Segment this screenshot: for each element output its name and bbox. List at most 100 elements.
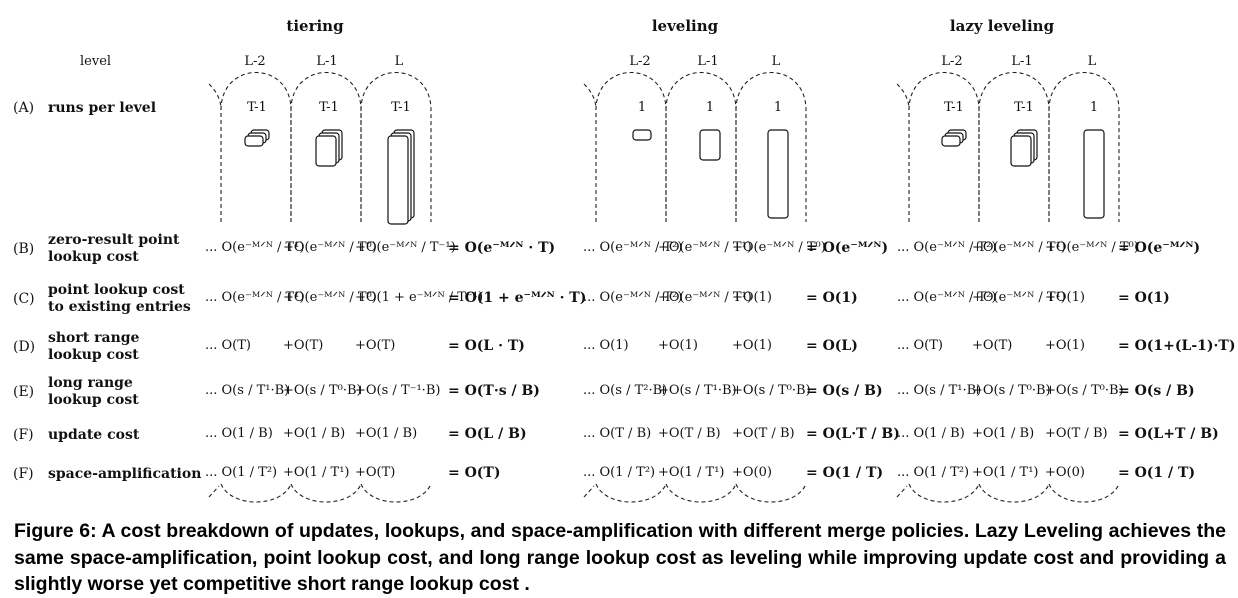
run-rectangle bbox=[1083, 129, 1105, 219]
row-label: space-amplification bbox=[48, 466, 202, 482]
cost-term: +O(e⁻ᴹᐟᴺ / T¹) bbox=[658, 290, 752, 305]
row-label: short range lookup cost bbox=[48, 330, 140, 363]
cost-term: ... O(1) bbox=[583, 338, 629, 353]
level-arch bbox=[735, 71, 807, 222]
level-label: L bbox=[771, 54, 781, 69]
runs-per-level-label: 1 bbox=[705, 100, 715, 115]
cost-term: +O(1) bbox=[1045, 290, 1085, 305]
row-code: (E) bbox=[13, 384, 35, 400]
level-label: L-2 bbox=[629, 54, 651, 69]
cost-term: +O(s / T¹·B) bbox=[658, 383, 737, 398]
row-label: long range lookup cost bbox=[48, 375, 139, 408]
cost-term: ... O(T / B) bbox=[583, 426, 652, 441]
cost-term: +O(1) bbox=[1045, 338, 1085, 353]
cost-term: ... O(e⁻ᴹᐟᴺ / T¹) bbox=[205, 240, 305, 255]
cost-term: +O(T) bbox=[972, 338, 1013, 353]
runs-per-level-label: 1 bbox=[1089, 100, 1099, 115]
bottom-arch bbox=[908, 483, 980, 503]
run-rectangle bbox=[315, 135, 337, 167]
run-rectangle bbox=[767, 129, 789, 219]
cost-total: = O(e⁻ᴹᐟᴺ) bbox=[1118, 240, 1201, 256]
cost-term: +O(e⁻ᴹᐟᴺ / T⁰) bbox=[732, 240, 826, 255]
row-label: runs per level bbox=[48, 100, 157, 116]
cost-term: +O(e⁻ᴹᐟᴺ / T⁻¹) bbox=[355, 240, 456, 255]
cost-total: = O(T) bbox=[448, 465, 501, 481]
cost-term: ... O(s / T²·B) bbox=[583, 383, 668, 398]
cost-term: ... O(s / T¹·B) bbox=[205, 383, 290, 398]
cost-term: ... O(T) bbox=[897, 338, 944, 353]
level-label: L-2 bbox=[244, 54, 266, 69]
cost-term: +O(T) bbox=[355, 338, 396, 353]
cost-breakdown-figure: tiering leveling lazy leveling level L-2 L-1 L… bbox=[13, 17, 1235, 503]
bottom-arch bbox=[735, 483, 807, 503]
cost-term: ... O(1 / T²) bbox=[897, 465, 970, 480]
cost-term: +O(T / B) bbox=[732, 426, 795, 441]
cost-total: = O(e⁻ᴹᐟᴺ · T) bbox=[448, 240, 556, 256]
cost-total: = O(L / B) bbox=[448, 426, 527, 442]
cost-term: +O(e⁻ᴹᐟᴺ / T¹) bbox=[972, 290, 1066, 305]
level-arch bbox=[208, 83, 222, 111]
run-rectangle bbox=[699, 129, 721, 161]
cost-term: +O(1 / B) bbox=[972, 426, 1035, 441]
cost-term: ... O(1 / B) bbox=[205, 426, 273, 441]
run-rectangle bbox=[941, 135, 961, 147]
cost-term: +O(T / B) bbox=[658, 426, 721, 441]
run-rectangle bbox=[387, 135, 409, 225]
cost-term: +O(e⁻ᴹᐟᴺ / T⁰) bbox=[283, 290, 377, 305]
cost-term: ... O(e⁻ᴹᐟᴺ / T²) bbox=[583, 240, 683, 255]
cost-term: +O(T) bbox=[283, 338, 324, 353]
cost-total: = O(1) bbox=[1118, 290, 1170, 306]
runs-per-level-label: 1 bbox=[637, 100, 647, 115]
cost-term: ... O(e⁻ᴹᐟᴺ / T²) bbox=[897, 290, 997, 305]
cost-term: +O(1 / T¹) bbox=[658, 465, 725, 480]
bottom-arch bbox=[978, 483, 1050, 503]
cost-total: = O(s / B) bbox=[806, 383, 883, 399]
row-code: (D) bbox=[13, 339, 36, 355]
cost-term: +O(1 / T¹) bbox=[283, 465, 350, 480]
cost-term: ... O(1 / T²) bbox=[583, 465, 656, 480]
figure-caption: Figure 6: A cost breakdown of updates, l… bbox=[14, 520, 1226, 595]
cost-term: +O(e⁻ᴹᐟᴺ / T⁰) bbox=[283, 240, 377, 255]
policy-title: leveling bbox=[651, 17, 719, 35]
runs-per-level-label: T-1 bbox=[944, 100, 964, 115]
cost-total: = O(L) bbox=[806, 338, 858, 354]
cost-total: = O(L · T) bbox=[448, 338, 525, 354]
bottom-arch bbox=[896, 485, 908, 498]
cost-total: = O(L·T / B) bbox=[806, 426, 900, 442]
cost-term: +O(1) bbox=[658, 338, 698, 353]
cost-total: = O(s / B) bbox=[1118, 383, 1195, 399]
cost-term: +O(T) bbox=[355, 465, 396, 480]
cost-total: = O(1 / T) bbox=[806, 465, 884, 481]
row-label: update cost bbox=[48, 427, 140, 443]
cost-term: +O(s / T⁻¹·B) bbox=[355, 383, 441, 398]
run-rectangle bbox=[1010, 135, 1032, 167]
bottom-arch bbox=[595, 483, 667, 503]
row-code: (B) bbox=[13, 241, 35, 257]
level-arch bbox=[908, 71, 980, 222]
cost-term: +O(s / T⁰·B) bbox=[1045, 383, 1124, 398]
level-arch bbox=[290, 71, 362, 222]
level-label: L-2 bbox=[941, 54, 963, 69]
level-label: L bbox=[394, 54, 404, 69]
cost-term: +O(T / B) bbox=[1045, 426, 1108, 441]
row-code: (C) bbox=[13, 291, 35, 307]
level-label: L bbox=[1087, 54, 1097, 69]
cost-term: +O(1) bbox=[732, 290, 772, 305]
cost-term: ... O(e⁻ᴹᐟᴺ / T²) bbox=[583, 290, 683, 305]
cost-total: = O(1) bbox=[806, 290, 858, 306]
cost-term: ... O(T) bbox=[205, 338, 252, 353]
cost-term: ... O(s / T¹·B) bbox=[897, 383, 982, 398]
cost-total: = O(1 / T) bbox=[1118, 465, 1196, 481]
cost-term: +O(1 + e⁻ᴹᐟᴺ / T⁻¹) bbox=[355, 290, 484, 305]
cost-term: ... O(1 / T²) bbox=[205, 465, 278, 480]
runs-per-level-label: T-1 bbox=[1014, 100, 1034, 115]
cost-term: +O(e⁻ᴹᐟᴺ / T¹) bbox=[972, 240, 1066, 255]
level-label: L-1 bbox=[697, 54, 719, 69]
cost-total: = O(e⁻ᴹᐟᴺ) bbox=[806, 240, 889, 256]
runs-per-level-label: T-1 bbox=[391, 100, 411, 115]
runs-per-level-label: 1 bbox=[773, 100, 783, 115]
cost-total: = O(1 + e⁻ᴹᐟᴺ · T) bbox=[448, 290, 587, 306]
cost-term: +O(e⁻ᴹᐟᴺ / T¹) bbox=[658, 240, 752, 255]
bottom-arch bbox=[665, 483, 737, 503]
cost-total: = O(T·s / B) bbox=[448, 383, 540, 399]
